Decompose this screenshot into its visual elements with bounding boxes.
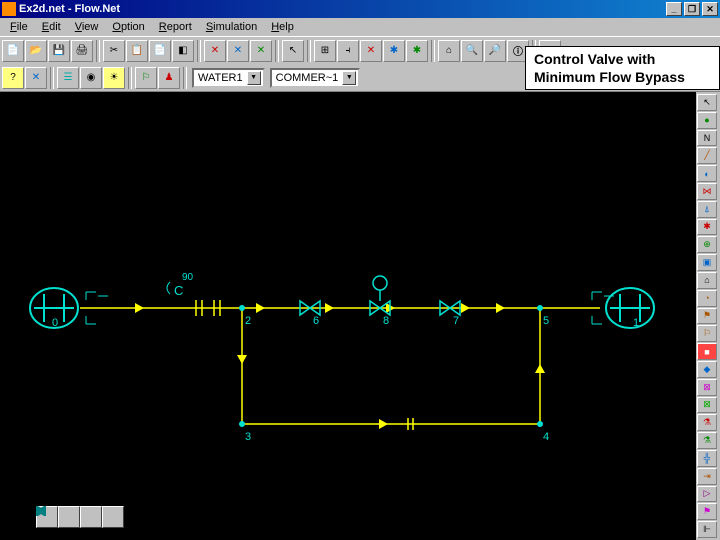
zoomout-button[interactable]: 🔎 — [484, 40, 506, 62]
p-exp[interactable]: ⇥ — [697, 468, 717, 485]
tool-a[interactable]: ◧ — [172, 40, 194, 62]
p-comp[interactable]: ⊕ — [697, 236, 717, 253]
diagram-canvas[interactable]: 0 1 90C 2 5 3 4 6 7 8 — [0, 92, 696, 540]
p-red[interactable]: ■ — [697, 343, 717, 360]
annotation-label: Control Valve with Minimum Flow Bypass — [525, 46, 720, 90]
menu-file[interactable]: File — [4, 20, 34, 34]
p-pump[interactable]: ◐ — [697, 165, 717, 182]
menu-edit[interactable]: Edit — [36, 20, 67, 34]
app-icon — [2, 2, 16, 16]
title-bar: Ex2d.net - Flow.Net _ ❐ ✕ — [0, 0, 720, 18]
menu-view[interactable]: View — [69, 20, 105, 34]
cut-button[interactable]: ✂ — [103, 40, 125, 62]
svg-text:3: 3 — [245, 431, 251, 443]
new-button[interactable]: 📄 — [2, 40, 24, 62]
p-pipe[interactable]: ╱ — [697, 147, 717, 164]
pointer-button[interactable]: ↖ — [282, 40, 304, 62]
combo-fluid[interactable]: WATER1 ▼ — [192, 68, 265, 88]
snap-button[interactable]: ✕ — [360, 40, 382, 62]
svg-text:4: 4 — [543, 431, 549, 443]
combo-fluid-value: WATER1 — [198, 72, 243, 84]
chevron-down-icon: ▼ — [342, 71, 356, 85]
svg-text:7: 7 — [453, 315, 459, 327]
svg-text:C: C — [174, 283, 183, 298]
maximize-button[interactable]: ❐ — [684, 2, 700, 16]
t2-e[interactable]: ☀ — [103, 67, 125, 89]
menu-option[interactable]: Option — [106, 20, 150, 34]
playback-controls — [36, 506, 124, 528]
menu-simulation[interactable]: Simulation — [200, 20, 263, 34]
p-n[interactable]: N — [697, 130, 717, 147]
t2-c[interactable]: ☰ — [57, 67, 79, 89]
menu-bar: File Edit View Option Report Simulation … — [0, 18, 720, 36]
p-tank[interactable]: ▣ — [697, 254, 717, 271]
t2-d[interactable]: ◉ — [80, 67, 102, 89]
combo-pipe[interactable]: COMMER~1 ▼ — [270, 68, 361, 88]
tool-c[interactable]: ✕ — [227, 40, 249, 62]
p-fl2[interactable]: ⚗ — [697, 432, 717, 449]
minimize-button[interactable]: _ — [666, 2, 682, 16]
tool-d[interactable]: ✕ — [250, 40, 272, 62]
chevron-down-icon: ▼ — [247, 71, 261, 85]
last-button[interactable] — [102, 506, 124, 528]
p-gauge[interactable]: ◔ — [697, 290, 717, 307]
annotation-line2: Minimum Flow Bypass — [534, 69, 711, 87]
p-home[interactable]: ⌂ — [697, 272, 717, 289]
open-button[interactable]: 📂 — [25, 40, 47, 62]
svg-text:6: 6 — [313, 315, 319, 327]
p-node[interactable]: ● — [697, 112, 717, 129]
window-title: Ex2d.net - Flow.Net — [19, 3, 120, 15]
t2-g[interactable]: ♟ — [158, 67, 180, 89]
p-tri[interactable]: ▷ — [697, 486, 717, 503]
save-button[interactable]: 💾 — [48, 40, 70, 62]
p-valve[interactable]: ⋈ — [697, 183, 717, 200]
p-sep[interactable]: ╬ — [697, 450, 717, 467]
combo-pipe-value: COMMER~1 — [276, 72, 339, 84]
copy-button[interactable]: 📋 — [126, 40, 148, 62]
p-flg[interactable]: ⚑ — [697, 503, 717, 520]
p-cvalve[interactable]: ⍋ — [697, 201, 717, 218]
palette-toolbar: ↖ ● N ╱ ◐ ⋈ ⍋ ✱ ⊕ ▣ ⌂ ◔ ⚑ ⚐ ■ ◆ ⊠ ⊠ ⚗ ⚗ … — [696, 92, 720, 540]
svg-text:2: 2 — [245, 315, 251, 327]
print-button[interactable]: 🖨 — [71, 40, 93, 62]
home-button[interactable]: ⌂ — [438, 40, 460, 62]
zoomin-button[interactable]: 🔍 — [461, 40, 483, 62]
p-grn[interactable]: ⊠ — [697, 397, 717, 414]
p-fl1[interactable]: ⚗ — [697, 414, 717, 431]
paste-button[interactable]: 📄 — [149, 40, 171, 62]
p-blu[interactable]: ◆ — [697, 361, 717, 378]
close-button[interactable]: ✕ — [702, 2, 718, 16]
t2-f[interactable]: ⚐ — [135, 67, 157, 89]
svg-text:8: 8 — [383, 315, 389, 327]
snap3-button[interactable]: ✱ — [406, 40, 428, 62]
p-select[interactable]: ↖ — [697, 94, 717, 111]
grid2-button[interactable]: ⫞ — [337, 40, 359, 62]
grid1-button[interactable]: ⊞ — [314, 40, 336, 62]
annotation-line1: Control Valve with — [534, 51, 711, 69]
svg-text:0: 0 — [52, 317, 58, 329]
p-mag[interactable]: ⊠ — [697, 379, 717, 396]
p-flag1[interactable]: ⚑ — [697, 308, 717, 325]
menu-help[interactable]: Help — [265, 20, 300, 34]
prev-button[interactable] — [58, 506, 80, 528]
svg-text:90: 90 — [182, 272, 194, 283]
svg-text:5: 5 — [543, 315, 549, 327]
svg-text:1: 1 — [633, 317, 639, 329]
workspace: 0 1 90C 2 5 3 4 6 7 8 ↖ ● N ╱ ◐ ⋈ ⍋ ✱ ⊕ ▣ ⌂ ◔ ⚑ ⚐… — [0, 92, 720, 540]
snap2-button[interactable]: ✱ — [383, 40, 405, 62]
t2-b[interactable]: ✕ — [25, 67, 47, 89]
p-burst[interactable]: ✱ — [697, 219, 717, 236]
p-flag2[interactable]: ⚐ — [697, 325, 717, 342]
p-last[interactable]: ⊩ — [697, 521, 717, 538]
t2-a[interactable]: ? — [2, 67, 24, 89]
menu-report[interactable]: Report — [153, 20, 198, 34]
diagram-svg: 0 1 90C 2 5 3 4 6 7 8 — [0, 92, 696, 540]
next-button[interactable] — [80, 506, 102, 528]
tool-b[interactable]: ✕ — [204, 40, 226, 62]
